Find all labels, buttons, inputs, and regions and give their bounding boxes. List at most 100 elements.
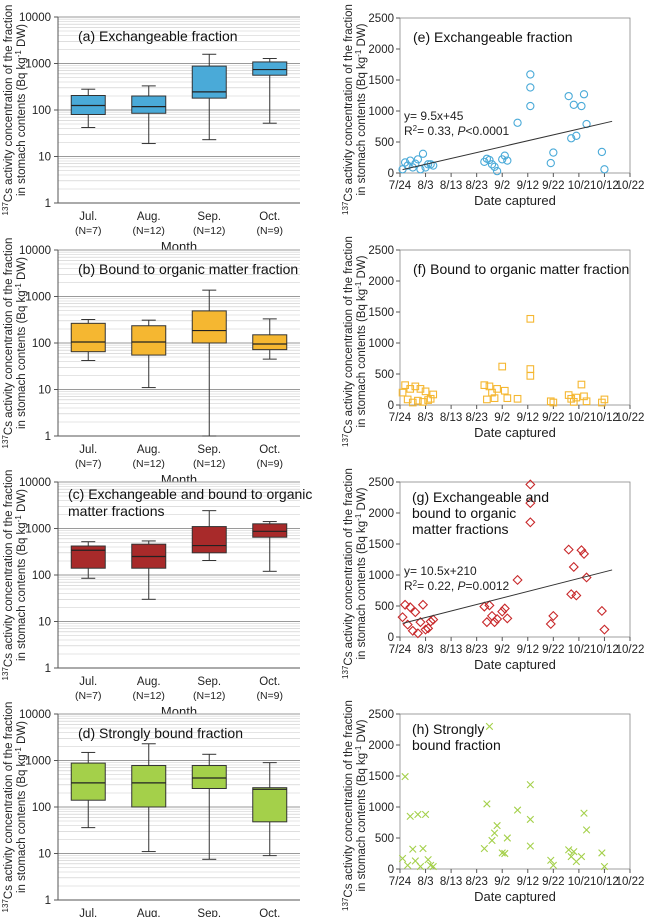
x-axis-title: Date captured: [474, 193, 556, 208]
x-tick-label: 9/12: [517, 180, 539, 192]
panel-title: (d) Strongly bound fraction: [78, 725, 243, 741]
data-point: [493, 821, 501, 830]
x-tick-label: Sep.: [197, 211, 221, 223]
regression-line: [402, 569, 613, 624]
label-text: in stomach contents (Bq kg: [16, 754, 28, 893]
p-symbol: P: [458, 124, 466, 138]
data-point: [480, 844, 489, 853]
iqr-box: [191, 310, 227, 344]
y-tick-label: 10000: [19, 709, 51, 721]
scatter-panel-e: 0 500 1000 1500 2000 2500 7/24 8/3 8/13 8/23 9/2 9/…: [341, 4, 644, 215]
y-tick-label: 10: [38, 617, 51, 629]
r-squared-superscript: 2: [413, 579, 418, 588]
data-point: [569, 398, 578, 406]
r-value: = 0.22,: [417, 579, 457, 593]
superscript-minus1: -1: [14, 515, 23, 523]
data-point: [513, 394, 522, 403]
data-point: [497, 606, 508, 617]
data-point: [488, 836, 496, 845]
panel-title-line3: matter fractions: [412, 521, 508, 537]
x-tick-label: Aug.: [137, 908, 161, 917]
data-point: [546, 397, 555, 406]
data-point: [546, 158, 555, 168]
y-axis-label-line2: in stomach contents (Bq kg-1 DW): [354, 719, 368, 891]
data-point: [420, 624, 431, 635]
iqr-box: [70, 545, 106, 569]
data-point: [429, 862, 437, 871]
box-jul: [70, 541, 106, 579]
n-label: (N=12): [193, 225, 225, 237]
label-text: in stomach contents (Bq kg: [16, 290, 28, 429]
p-value: =0.0012: [466, 579, 510, 593]
data-point: [503, 834, 512, 842]
y-axis-label-line1: 137Cs activity concentration of the frac…: [1, 470, 15, 681]
x-tick-label: 9/22: [542, 412, 564, 424]
panel-title: (f) Bound to organic matter fraction: [413, 261, 629, 277]
box-panel-d: 110100100010000Jul.(N=7)Aug.(N=12)Sep.(N…: [1, 702, 300, 917]
iqr-box: [252, 787, 288, 823]
data-point: [490, 829, 499, 837]
iqr-box: [191, 526, 227, 554]
plot-frame: [399, 481, 631, 638]
x-axis-title: Date captured: [474, 889, 556, 904]
x-tick-label: Oct.: [259, 676, 280, 688]
x-tick-label: 10/22: [616, 644, 645, 656]
data-point: [425, 616, 436, 627]
data-point: [526, 70, 535, 79]
n-label: (N=9): [256, 458, 283, 470]
x-tick-label: Aug.: [137, 444, 161, 456]
r-value: = 0.33,: [417, 124, 457, 138]
data-point: [415, 617, 426, 628]
data-point: [412, 628, 423, 639]
y-tick-label: 500: [375, 601, 394, 613]
x-tick-label: Sep.: [197, 908, 221, 917]
data-point: [568, 561, 579, 573]
y-tick-label: 2500: [368, 245, 394, 257]
y-tick-label: 1000: [25, 756, 51, 768]
label-text: DW): [16, 721, 28, 747]
y-tick-label: 2000: [368, 44, 394, 56]
data-point: [598, 849, 606, 857]
data-point: [414, 810, 422, 819]
y-tick-label: 2000: [368, 740, 394, 752]
n-label: (N=7): [75, 690, 102, 702]
panel-title-line1: (c) Exchangeable and bound to organic: [68, 486, 312, 502]
plot-frame: [399, 713, 631, 870]
data-point: [564, 91, 573, 101]
data-point: [600, 395, 609, 404]
x-tick-label: Oct.: [259, 908, 280, 917]
n-label: (N=12): [133, 225, 165, 237]
x-tick-label: Aug.: [137, 211, 161, 223]
y-tick-label: 100: [32, 338, 51, 350]
data-point: [577, 101, 586, 111]
data-point: [428, 614, 439, 625]
data-point: [545, 618, 556, 630]
x-tick-label: 9/12: [517, 644, 539, 656]
data-point: [418, 149, 428, 158]
box-sep: [191, 753, 227, 860]
data-point: [525, 498, 536, 509]
x-tick-label: 8/13: [440, 180, 462, 192]
y-axis-label-line1: 137Cs activity concentration of the frac…: [1, 238, 15, 449]
r-label: R: [404, 124, 413, 138]
regression-line: [402, 120, 613, 171]
data-point: [492, 166, 502, 176]
superscript-minus1: -1: [354, 49, 363, 57]
data-point: [512, 574, 523, 586]
data-point: [429, 390, 438, 399]
x-tick-label: 8/13: [440, 412, 462, 424]
plot-frame: [399, 17, 631, 174]
box-panel-a: 1 10 100 1000 10000 Jul. (N=7) Aug. (N=12) Sep. (N…: [1, 5, 300, 254]
x-tick-label: 8/3: [418, 876, 434, 888]
data-point: [576, 545, 587, 556]
superscript-minus1: -1: [14, 747, 23, 755]
data-point: [580, 809, 588, 817]
panel-title-line2: matter fractions: [68, 503, 164, 519]
x-tick-label: 10/12: [590, 180, 619, 192]
data-point: [499, 603, 510, 614]
x-tick-label: 9/22: [542, 644, 564, 656]
data-point: [600, 862, 609, 871]
regression-equation: y= 9.5x+45: [404, 109, 464, 123]
y-tick-label: 0: [388, 168, 394, 180]
panel-title: (e) Exchangeable fraction: [413, 29, 573, 45]
